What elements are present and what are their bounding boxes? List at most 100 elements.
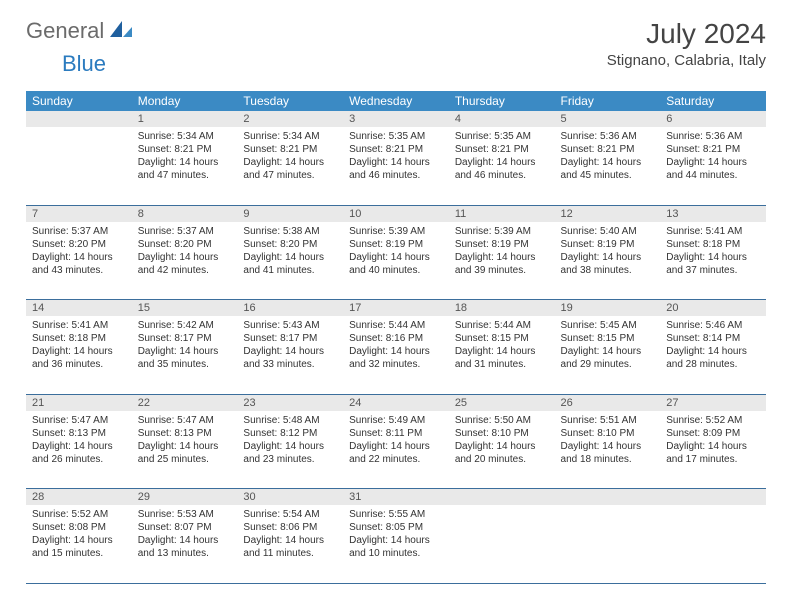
sunset-text: Sunset: 8:13 PM xyxy=(138,427,232,440)
sunrise-text: Sunrise: 5:35 AM xyxy=(349,130,443,143)
sunset-text: Sunset: 8:11 PM xyxy=(349,427,443,440)
daylight-text: Daylight: 14 hours and 38 minutes. xyxy=(561,251,655,277)
day-cell: Sunrise: 5:40 AMSunset: 8:19 PMDaylight:… xyxy=(555,222,661,300)
sunrise-text: Sunrise: 5:53 AM xyxy=(138,508,232,521)
daylight-text: Daylight: 14 hours and 29 minutes. xyxy=(561,345,655,371)
day-cell: Sunrise: 5:48 AMSunset: 8:12 PMDaylight:… xyxy=(237,411,343,489)
daylight-text: Daylight: 14 hours and 15 minutes. xyxy=(32,534,126,560)
sunset-text: Sunset: 8:21 PM xyxy=(666,143,760,156)
sunrise-text: Sunrise: 5:34 AM xyxy=(243,130,337,143)
day-number: 22 xyxy=(132,394,238,411)
day-number: 16 xyxy=(237,300,343,317)
day-cell-body: Sunrise: 5:41 AMSunset: 8:18 PMDaylight:… xyxy=(660,222,766,283)
day-cell: Sunrise: 5:42 AMSunset: 8:17 PMDaylight:… xyxy=(132,316,238,394)
sunset-text: Sunset: 8:15 PM xyxy=(561,332,655,345)
day-cell: Sunrise: 5:52 AMSunset: 8:09 PMDaylight:… xyxy=(660,411,766,489)
calendar-table: Sunday Monday Tuesday Wednesday Thursday… xyxy=(26,91,766,584)
day-cell: Sunrise: 5:53 AMSunset: 8:07 PMDaylight:… xyxy=(132,505,238,583)
day-cell: Sunrise: 5:36 AMSunset: 8:21 PMDaylight:… xyxy=(660,127,766,205)
day-cell-body: Sunrise: 5:43 AMSunset: 8:17 PMDaylight:… xyxy=(237,316,343,377)
sunrise-text: Sunrise: 5:51 AM xyxy=(561,414,655,427)
sunset-text: Sunset: 8:19 PM xyxy=(349,238,443,251)
logo: General xyxy=(26,18,136,44)
weekday-header: Monday xyxy=(132,91,238,111)
day-cell-body xyxy=(26,127,132,136)
sunrise-text: Sunrise: 5:36 AM xyxy=(666,130,760,143)
logo-text-blue: Blue xyxy=(62,51,106,77)
day-number-row: 28293031 xyxy=(26,489,766,506)
day-cell-body: Sunrise: 5:38 AMSunset: 8:20 PMDaylight:… xyxy=(237,222,343,283)
sunrise-text: Sunrise: 5:52 AM xyxy=(666,414,760,427)
day-cell xyxy=(660,505,766,583)
sunset-text: Sunset: 8:12 PM xyxy=(243,427,337,440)
month-title: July 2024 xyxy=(607,18,766,50)
sunrise-text: Sunrise: 5:40 AM xyxy=(561,225,655,238)
day-content-row: Sunrise: 5:52 AMSunset: 8:08 PMDaylight:… xyxy=(26,505,766,583)
day-number: 10 xyxy=(343,205,449,222)
daylight-text: Daylight: 14 hours and 45 minutes. xyxy=(561,156,655,182)
calendar-page: General July 2024 Stignano, Calabria, It… xyxy=(0,0,792,584)
day-number: 26 xyxy=(555,394,661,411)
daylight-text: Daylight: 14 hours and 44 minutes. xyxy=(666,156,760,182)
day-cell: Sunrise: 5:43 AMSunset: 8:17 PMDaylight:… xyxy=(237,316,343,394)
sunset-text: Sunset: 8:21 PM xyxy=(138,143,232,156)
day-number: 28 xyxy=(26,489,132,506)
day-number: 17 xyxy=(343,300,449,317)
day-cell-body: Sunrise: 5:49 AMSunset: 8:11 PMDaylight:… xyxy=(343,411,449,472)
sunset-text: Sunset: 8:17 PM xyxy=(138,332,232,345)
sunrise-text: Sunrise: 5:41 AM xyxy=(32,319,126,332)
day-number-row: 14151617181920 xyxy=(26,300,766,317)
calendar-header-row: Sunday Monday Tuesday Wednesday Thursday… xyxy=(26,91,766,111)
sunset-text: Sunset: 8:10 PM xyxy=(455,427,549,440)
daylight-text: Daylight: 14 hours and 47 minutes. xyxy=(243,156,337,182)
day-cell: Sunrise: 5:37 AMSunset: 8:20 PMDaylight:… xyxy=(132,222,238,300)
daylight-text: Daylight: 14 hours and 36 minutes. xyxy=(32,345,126,371)
sunrise-text: Sunrise: 5:50 AM xyxy=(455,414,549,427)
sunrise-text: Sunrise: 5:52 AM xyxy=(32,508,126,521)
daylight-text: Daylight: 14 hours and 28 minutes. xyxy=(666,345,760,371)
daylight-text: Daylight: 14 hours and 40 minutes. xyxy=(349,251,443,277)
day-cell-body: Sunrise: 5:44 AMSunset: 8:15 PMDaylight:… xyxy=(449,316,555,377)
day-cell-body: Sunrise: 5:53 AMSunset: 8:07 PMDaylight:… xyxy=(132,505,238,566)
day-number-row: 78910111213 xyxy=(26,205,766,222)
logo-text-general: General xyxy=(26,18,104,44)
logo-sail-icon xyxy=(108,19,134,44)
day-cell xyxy=(449,505,555,583)
day-number: 29 xyxy=(132,489,238,506)
calendar-body: 123456Sunrise: 5:34 AMSunset: 8:21 PMDay… xyxy=(26,111,766,583)
day-cell-body: Sunrise: 5:44 AMSunset: 8:16 PMDaylight:… xyxy=(343,316,449,377)
day-cell: Sunrise: 5:54 AMSunset: 8:06 PMDaylight:… xyxy=(237,505,343,583)
weekday-header: Saturday xyxy=(660,91,766,111)
day-content-row: Sunrise: 5:34 AMSunset: 8:21 PMDaylight:… xyxy=(26,127,766,205)
day-number: 11 xyxy=(449,205,555,222)
daylight-text: Daylight: 14 hours and 37 minutes. xyxy=(666,251,760,277)
day-cell: Sunrise: 5:52 AMSunset: 8:08 PMDaylight:… xyxy=(26,505,132,583)
day-cell-body: Sunrise: 5:39 AMSunset: 8:19 PMDaylight:… xyxy=(343,222,449,283)
day-cell-body: Sunrise: 5:34 AMSunset: 8:21 PMDaylight:… xyxy=(132,127,238,188)
day-cell: Sunrise: 5:49 AMSunset: 8:11 PMDaylight:… xyxy=(343,411,449,489)
day-cell-body: Sunrise: 5:42 AMSunset: 8:17 PMDaylight:… xyxy=(132,316,238,377)
day-cell-body: Sunrise: 5:47 AMSunset: 8:13 PMDaylight:… xyxy=(132,411,238,472)
sunrise-text: Sunrise: 5:39 AM xyxy=(349,225,443,238)
day-cell: Sunrise: 5:35 AMSunset: 8:21 PMDaylight:… xyxy=(343,127,449,205)
day-number: 24 xyxy=(343,394,449,411)
sunset-text: Sunset: 8:20 PM xyxy=(243,238,337,251)
day-content-row: Sunrise: 5:47 AMSunset: 8:13 PMDaylight:… xyxy=(26,411,766,489)
day-number: 2 xyxy=(237,111,343,127)
day-number-row: 123456 xyxy=(26,111,766,127)
daylight-text: Daylight: 14 hours and 31 minutes. xyxy=(455,345,549,371)
daylight-text: Daylight: 14 hours and 43 minutes. xyxy=(32,251,126,277)
day-cell: Sunrise: 5:34 AMSunset: 8:21 PMDaylight:… xyxy=(132,127,238,205)
sunrise-text: Sunrise: 5:49 AM xyxy=(349,414,443,427)
daylight-text: Daylight: 14 hours and 17 minutes. xyxy=(666,440,760,466)
day-number xyxy=(449,489,555,506)
sunrise-text: Sunrise: 5:54 AM xyxy=(243,508,337,521)
daylight-text: Daylight: 14 hours and 46 minutes. xyxy=(349,156,443,182)
day-cell-body: Sunrise: 5:52 AMSunset: 8:08 PMDaylight:… xyxy=(26,505,132,566)
day-number: 7 xyxy=(26,205,132,222)
day-cell-body: Sunrise: 5:50 AMSunset: 8:10 PMDaylight:… xyxy=(449,411,555,472)
daylight-text: Daylight: 14 hours and 42 minutes. xyxy=(138,251,232,277)
day-cell: Sunrise: 5:46 AMSunset: 8:14 PMDaylight:… xyxy=(660,316,766,394)
daylight-text: Daylight: 14 hours and 26 minutes. xyxy=(32,440,126,466)
daylight-text: Daylight: 14 hours and 35 minutes. xyxy=(138,345,232,371)
